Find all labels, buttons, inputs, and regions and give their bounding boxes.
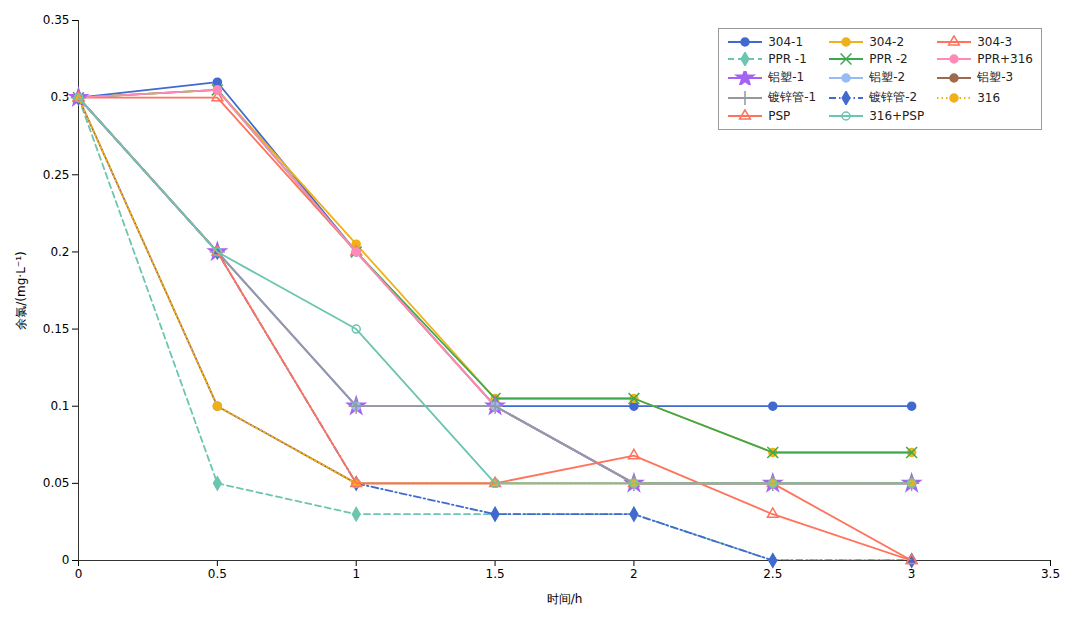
svg-text:1: 1 bbox=[352, 567, 360, 581]
html-text:镀锌管-1: 镀锌管-1 bbox=[768, 90, 817, 104]
html-text:PPR+316: PPR+316 bbox=[977, 52, 1033, 66]
html-text:铝塑-3: 铝塑-3 bbox=[977, 70, 1014, 84]
svg-text:余氯/(mg·L⁻¹): 余氯/(mg·L⁻¹) bbox=[14, 251, 28, 329]
svg-text:0: 0 bbox=[75, 567, 83, 581]
svg-text:0.05: 0.05 bbox=[43, 476, 70, 490]
html-text:316+PSP: 316+PSP bbox=[869, 109, 925, 123]
html-text:镀锌管-2: 镀锌管-2 bbox=[869, 90, 918, 104]
svg-text:0.5: 0.5 bbox=[208, 567, 227, 581]
svg-text:0.3: 0.3 bbox=[50, 90, 69, 104]
svg-text:0.2: 0.2 bbox=[50, 245, 69, 259]
svg-text:3: 3 bbox=[908, 567, 916, 581]
svg-text:时间/h: 时间/h bbox=[547, 592, 583, 606]
svg-text:2.5: 2.5 bbox=[763, 567, 782, 581]
html-text:304-3: 304-3 bbox=[977, 35, 1013, 49]
html-text:铝塑-2: 铝塑-2 bbox=[869, 70, 906, 84]
html-text:304-1: 304-1 bbox=[768, 35, 804, 49]
svg-text:0.15: 0.15 bbox=[43, 322, 70, 336]
html-text:PPR -2: PPR -2 bbox=[869, 52, 908, 66]
svg-text:0.25: 0.25 bbox=[43, 168, 70, 182]
svg-text:2: 2 bbox=[630, 567, 638, 581]
html-text:316: 316 bbox=[977, 90, 1001, 105]
html-text:铝塑-1: 铝塑-1 bbox=[768, 70, 805, 84]
svg-text:0.35: 0.35 bbox=[43, 13, 70, 27]
html-text:304-2: 304-2 bbox=[869, 35, 904, 49]
svg-text:3.5: 3.5 bbox=[1041, 567, 1060, 581]
svg-text:0: 0 bbox=[62, 553, 70, 567]
svg-text:1.5: 1.5 bbox=[486, 567, 505, 581]
svg-text:0.1: 0.1 bbox=[50, 399, 69, 413]
html-text:PPR -1: PPR -1 bbox=[768, 52, 807, 66]
html-text:PSP: PSP bbox=[768, 109, 791, 123]
